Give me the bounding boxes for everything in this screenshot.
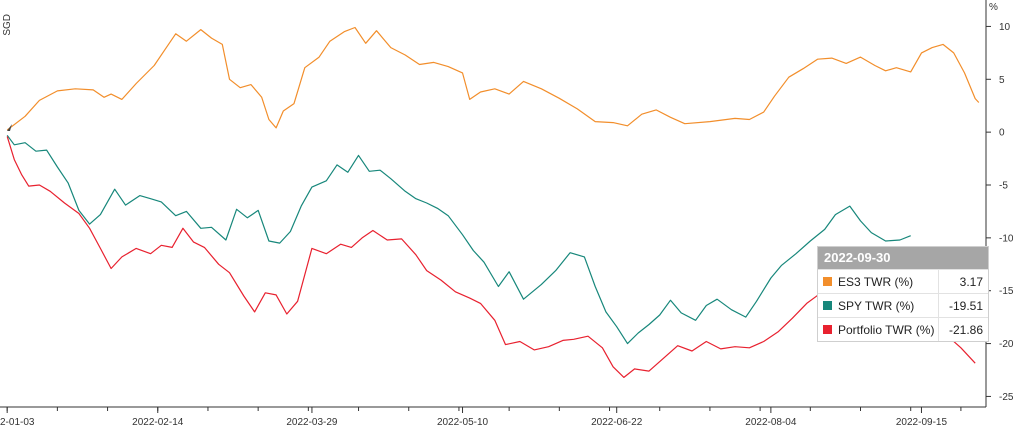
y-tick-label: -10 xyxy=(999,233,1014,244)
y-tick-label: -15 xyxy=(999,286,1014,297)
y-tick-label: 5 xyxy=(999,75,1005,86)
x-tick-label: 2022-02-14 xyxy=(132,417,184,428)
tooltip-row-es3: ES3 TWR (%) 3.17 xyxy=(818,269,988,293)
tooltip-series-value: -21.86 xyxy=(948,322,983,337)
series-lines xyxy=(6,26,980,378)
spy-swatch xyxy=(823,301,832,310)
y-tick-label: -5 xyxy=(999,181,1008,192)
tooltip-series-name: ES3 TWR (%) xyxy=(838,274,914,289)
tooltip-series-value: 3.17 xyxy=(959,274,983,289)
start-marker-icon xyxy=(7,124,12,131)
axis-ticks: 10 5 0 -5 -10 -15 -20 -25 2-01-03 2022-02-14 2022-… xyxy=(0,22,1014,428)
tooltip-series-name: Portfolio TWR (%) xyxy=(838,322,935,337)
left-axis-label: SGD xyxy=(2,14,13,36)
tooltip-series-name: SPY TWR (%) xyxy=(838,298,915,313)
x-tick-label: 2022-03-29 xyxy=(286,417,338,428)
tooltip-row-portfolio: Portfolio TWR (%) -21.86 xyxy=(818,317,988,341)
portfolio-series-line xyxy=(6,136,976,378)
x-tick-label: 2-01-03 xyxy=(0,417,35,428)
tooltip-series-value: -19.51 xyxy=(948,298,983,313)
hover-tooltip: 2022-09-30 ES3 TWR (%) 3.17 SPY TWR (%) … xyxy=(817,246,989,342)
es3-series-line xyxy=(6,26,980,131)
y-tick-label: 0 xyxy=(999,128,1005,139)
tooltip-date: 2022-09-30 xyxy=(818,247,988,269)
tooltip-row-spy: SPY TWR (%) -19.51 xyxy=(818,293,988,317)
right-axis-label: % xyxy=(989,2,998,13)
x-tick-label: 2022-08-04 xyxy=(745,417,797,428)
x-tick-label: 2022-06-22 xyxy=(591,417,643,428)
y-tick-label: -20 xyxy=(999,339,1014,350)
y-tick-label: -25 xyxy=(999,392,1014,403)
es3-swatch xyxy=(823,277,832,286)
y-tick-label: 10 xyxy=(999,22,1011,33)
x-tick-label: 2022-09-15 xyxy=(896,417,948,428)
spy-series-line xyxy=(6,134,911,345)
x-tick-label: 2022-05-10 xyxy=(437,417,489,428)
portfolio-swatch xyxy=(823,325,832,334)
